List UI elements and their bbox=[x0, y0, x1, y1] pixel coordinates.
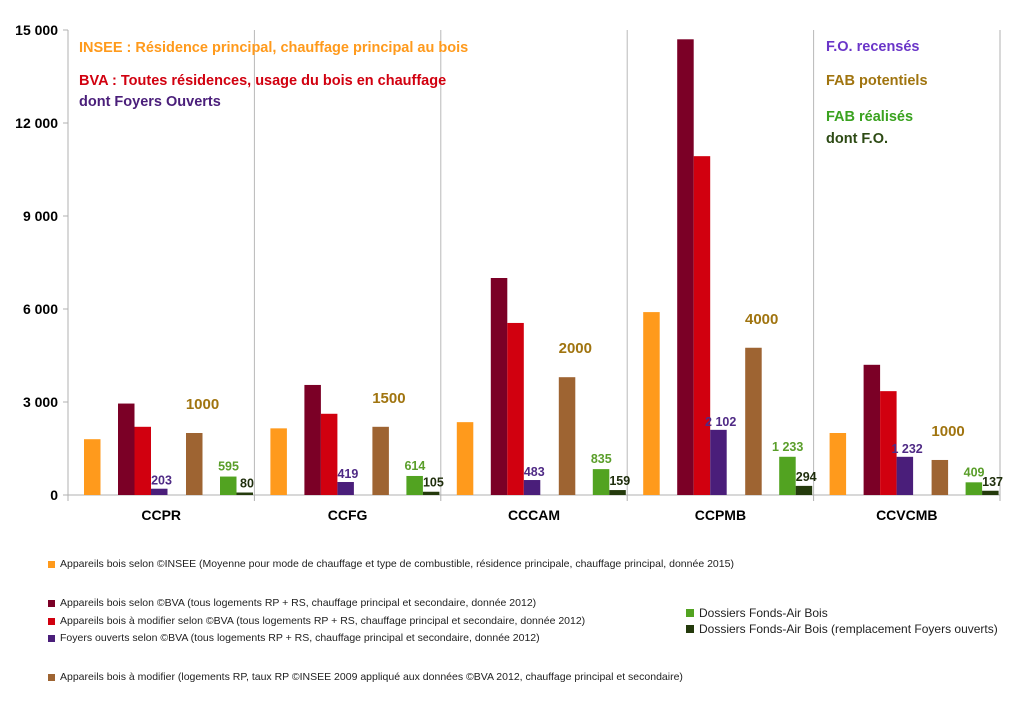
legend-label: Dossiers Fonds-Air Bois (remplacement Fo… bbox=[699, 622, 998, 636]
bar bbox=[320, 413, 338, 495]
legend-item-appareils-a-modifier: Appareils bois à modifier (logements RP,… bbox=[48, 671, 683, 683]
data-label: 2000 bbox=[559, 340, 592, 357]
data-label: 419 bbox=[337, 467, 358, 481]
data-label: 1500 bbox=[372, 390, 405, 407]
y-tick-label: 0 bbox=[50, 487, 58, 503]
bar bbox=[490, 278, 508, 495]
annotation-fab-potentiels: FAB potentiels bbox=[826, 73, 928, 89]
legend-swatch bbox=[48, 673, 55, 681]
legend-item-bva-a-modifier: Appareils bois à modifier selon ©BVA (to… bbox=[48, 615, 585, 627]
legend-label: Appareils bois selon ©INSEE (Moyenne pou… bbox=[60, 558, 734, 570]
bar bbox=[829, 433, 847, 495]
bar bbox=[422, 491, 440, 495]
legend-label: Appareils bois à modifier (logements RP,… bbox=[60, 671, 683, 683]
data-label: 483 bbox=[524, 465, 545, 479]
data-label: 1000 bbox=[931, 423, 964, 440]
data-label: 159 bbox=[609, 474, 630, 488]
data-label: 2 102 bbox=[705, 415, 736, 429]
legend-item-fab-fo: Dossiers Fonds-Air Bois (remplacement Fo… bbox=[686, 622, 998, 636]
bar bbox=[186, 433, 203, 495]
bar bbox=[118, 403, 135, 495]
bar bbox=[337, 482, 354, 495]
bar bbox=[84, 439, 101, 495]
data-label: 835 bbox=[591, 452, 612, 466]
legend-item-bva: Appareils bois selon ©BVA (tous logement… bbox=[48, 597, 536, 609]
data-label: 409 bbox=[964, 465, 985, 479]
bar bbox=[236, 492, 253, 495]
y-tick-label: 6 000 bbox=[23, 301, 58, 317]
bar bbox=[965, 482, 983, 495]
x-tick-label: CCCAM bbox=[508, 507, 560, 523]
data-label: 203 bbox=[151, 474, 172, 488]
legend-label: Foyers ouverts selon ©BVA (tous logement… bbox=[60, 632, 540, 644]
bar bbox=[880, 391, 897, 495]
x-tick-label: CCPMB bbox=[695, 507, 746, 523]
bar bbox=[507, 322, 524, 495]
bar bbox=[304, 384, 321, 495]
bar bbox=[456, 422, 474, 495]
data-label: 4000 bbox=[745, 311, 778, 328]
data-label: 137 bbox=[982, 475, 1003, 489]
legend-item-foyers-ouverts: Foyers ouverts selon ©BVA (tous logement… bbox=[48, 632, 540, 644]
bar bbox=[710, 429, 727, 495]
bar bbox=[863, 364, 881, 495]
bar bbox=[523, 480, 541, 495]
data-label: 294 bbox=[796, 470, 817, 484]
bar bbox=[896, 456, 914, 495]
annotation-fab-realises: FAB réalisés bbox=[826, 109, 914, 125]
annotation-dont-foyers-ouverts: dont Foyers Ouverts bbox=[79, 94, 221, 110]
data-label: 1 232 bbox=[891, 442, 922, 456]
bar bbox=[609, 490, 626, 495]
legend-swatch bbox=[686, 625, 694, 633]
data-label: 595 bbox=[218, 460, 239, 474]
bar bbox=[795, 485, 813, 495]
bar bbox=[592, 469, 610, 495]
legend-swatch bbox=[686, 609, 694, 617]
annotation-insee: INSEE : Résidence principal, chauffage p… bbox=[79, 40, 469, 56]
y-tick-label: 15 000 bbox=[15, 22, 58, 38]
legend-label: Dossiers Fonds-Air Bois bbox=[699, 606, 828, 620]
legend-swatch bbox=[48, 599, 55, 607]
bar bbox=[693, 156, 711, 496]
y-tick-label: 9 000 bbox=[23, 208, 58, 224]
bar bbox=[982, 490, 999, 495]
data-label: 1000 bbox=[186, 396, 219, 413]
bar bbox=[270, 428, 287, 495]
bar bbox=[745, 347, 762, 495]
bar bbox=[406, 475, 423, 495]
legend-swatch bbox=[48, 634, 55, 642]
annotation-bva: BVA : Toutes résidences, usage du bois e… bbox=[79, 73, 447, 89]
data-label: 1 233 bbox=[772, 440, 803, 454]
bar bbox=[558, 377, 576, 495]
x-tick-label: CCFG bbox=[328, 507, 368, 523]
bar bbox=[779, 456, 796, 495]
legend-item-fab: Dossiers Fonds-Air Bois bbox=[686, 606, 828, 620]
data-label: 80 bbox=[240, 477, 254, 491]
legend-item-insee: Appareils bois selon ©INSEE (Moyenne pou… bbox=[48, 558, 734, 570]
bar bbox=[372, 426, 389, 495]
bar bbox=[151, 488, 168, 495]
y-tick-label: 12 000 bbox=[15, 115, 58, 131]
legend-label: Appareils bois selon ©BVA (tous logement… bbox=[60, 597, 537, 609]
annotation-fo-recenses: F.O. recensés bbox=[826, 39, 920, 55]
bar bbox=[134, 426, 151, 495]
bar bbox=[931, 459, 949, 495]
legend-swatch bbox=[48, 617, 55, 625]
bar bbox=[677, 39, 694, 496]
bar bbox=[220, 476, 237, 495]
data-label: 614 bbox=[404, 459, 425, 473]
annotation-dont-fo: dont F.O. bbox=[826, 131, 889, 147]
bar bbox=[643, 312, 660, 495]
x-tick-label: CCVCMB bbox=[876, 507, 937, 523]
legend-label: Appareils bois à modifier selon ©BVA (to… bbox=[60, 615, 586, 627]
legend-swatch bbox=[48, 560, 55, 568]
data-label: 105 bbox=[423, 476, 444, 490]
y-tick-label: 3 000 bbox=[23, 394, 58, 410]
x-tick-label: CCPR bbox=[141, 507, 181, 523]
